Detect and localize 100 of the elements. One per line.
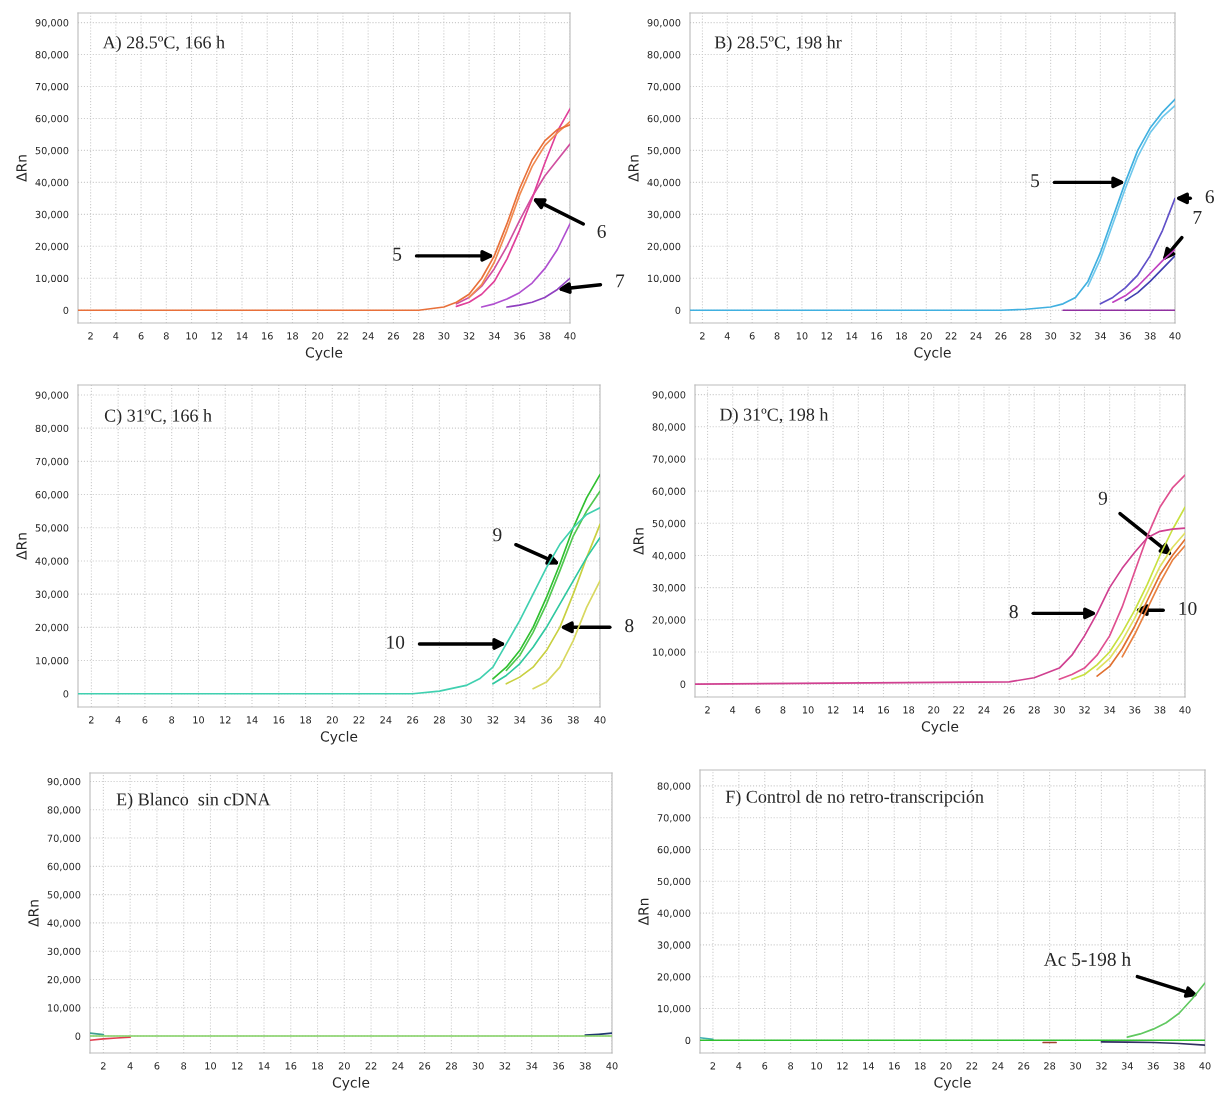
x-tick-label: 16 bbox=[878, 706, 890, 714]
x-tick-label: 30 bbox=[1070, 1062, 1082, 1070]
annotation: 9 bbox=[1098, 491, 1108, 505]
x-tick-label: 40 bbox=[606, 1062, 618, 1070]
x-tick-label: 40 bbox=[1199, 1062, 1211, 1070]
y-tick-label: 60,000 bbox=[47, 862, 81, 872]
y-tick-label: 80,000 bbox=[652, 423, 686, 432]
y-tick-label: 60,000 bbox=[647, 114, 681, 124]
x-axis-title: Cycle bbox=[332, 1076, 370, 1091]
y-tick-label: 50,000 bbox=[647, 146, 681, 156]
x-tick-label: 20 bbox=[928, 706, 940, 714]
text: D) 31ºC, 198 h bbox=[720, 408, 829, 425]
y-tick-label: 40,000 bbox=[47, 919, 81, 928]
y-tick-label: 90,000 bbox=[35, 19, 69, 28]
x-tick-label: 6 bbox=[138, 332, 144, 340]
x-tick-label: 2 bbox=[88, 332, 93, 340]
x-tick-label: 22 bbox=[966, 1062, 978, 1070]
y-tick-label: 80,000 bbox=[657, 782, 691, 791]
annotation: 6 bbox=[597, 224, 606, 238]
x-tick-label: 34 bbox=[488, 332, 500, 340]
x-tick-label: 34 bbox=[1121, 1062, 1133, 1070]
y-tick-label: 50,000 bbox=[657, 877, 691, 887]
text: A) 28.5ºC, 166 h bbox=[102, 35, 225, 53]
y-tick-label: 70,000 bbox=[35, 457, 69, 467]
y-axis-title: ΔRn bbox=[628, 155, 639, 182]
x-tick-label: 2 bbox=[700, 332, 705, 340]
y-tick-label: 0 bbox=[680, 680, 686, 688]
x-tick-label: 30 bbox=[438, 332, 450, 340]
x-tick-label: 6 bbox=[154, 1062, 160, 1070]
x-tick-label: 34 bbox=[1094, 332, 1107, 340]
x-tick-label: 20 bbox=[940, 1062, 952, 1070]
x-tick-label: 28 bbox=[1028, 706, 1040, 714]
x-tick-label: 20 bbox=[326, 716, 338, 724]
y-tick-label: 20,000 bbox=[657, 973, 691, 982]
x-tick-label: 14 bbox=[863, 1062, 874, 1070]
text: B) 28.5ºC, 198 hr bbox=[714, 35, 842, 53]
x-tick-label: 24 bbox=[380, 716, 392, 724]
y-tick-label: 10,000 bbox=[36, 274, 69, 284]
x-tick-label: 22 bbox=[365, 1062, 377, 1070]
x-tick-label: 30 bbox=[1045, 332, 1057, 340]
y-tick-label: 60,000 bbox=[35, 114, 69, 124]
y-tick-label: 90,000 bbox=[47, 777, 81, 787]
x-tick-label: 14 bbox=[853, 706, 864, 714]
text: E) Blanco sin cDNA bbox=[116, 792, 271, 810]
x-tick-label: 18 bbox=[903, 706, 915, 714]
annotation: 10 bbox=[387, 635, 405, 649]
y-tick-label: 10,000 bbox=[48, 1004, 81, 1013]
x-axis-title: Cycle bbox=[934, 1076, 971, 1091]
x-tick-label: 30 bbox=[472, 1062, 484, 1070]
y-tick-label: 50,000 bbox=[47, 891, 81, 900]
y-tick-label: 10,000 bbox=[653, 648, 686, 657]
x-tick-label: 4 bbox=[724, 332, 730, 340]
y-tick-label: 40,000 bbox=[657, 909, 691, 918]
x-tick-label: 38 bbox=[579, 1062, 591, 1070]
x-tick-label: 40 bbox=[1169, 332, 1181, 340]
x-tick-label: 4 bbox=[115, 716, 121, 724]
y-tick-label: 60,000 bbox=[657, 845, 691, 855]
y-tick-label: 20,000 bbox=[647, 242, 681, 252]
x-tick-label: 6 bbox=[749, 332, 755, 340]
x-tick-label: 24 bbox=[970, 332, 982, 340]
x-tick-label: 40 bbox=[564, 332, 576, 340]
y-tick-label: 20,000 bbox=[47, 975, 81, 985]
y-tick-label: 30,000 bbox=[647, 210, 681, 220]
x-tick-label: 26 bbox=[995, 332, 1007, 340]
y-axis-title: ΔRn bbox=[638, 898, 649, 926]
x-tick-label: 10 bbox=[193, 716, 204, 724]
x-tick-label: 40 bbox=[594, 716, 606, 724]
x-tick-label: 18 bbox=[312, 1062, 324, 1070]
annotation: 5 bbox=[1031, 174, 1040, 188]
x-tick-label: 28 bbox=[1020, 332, 1032, 340]
y-tick-label: 40,000 bbox=[652, 551, 686, 561]
x-tick-label: 6 bbox=[142, 716, 148, 724]
x-tick-label: 12 bbox=[232, 1062, 243, 1070]
x-tick-label: 8 bbox=[169, 716, 175, 724]
y-axis-title: ΔRn bbox=[16, 533, 27, 560]
y-tick-label: 0 bbox=[63, 690, 69, 698]
x-tick-label: 8 bbox=[163, 332, 169, 340]
y-tick-label: 0 bbox=[75, 1032, 81, 1040]
x-tick-label: 14 bbox=[236, 332, 248, 340]
x-tick-label: 14 bbox=[846, 332, 858, 340]
x-tick-label: 12 bbox=[828, 706, 839, 714]
y-tick-label: 70,000 bbox=[657, 814, 691, 823]
y-tick-label: 70,000 bbox=[647, 82, 681, 92]
y-tick-label: 30,000 bbox=[47, 947, 81, 957]
x-tick-label: 16 bbox=[871, 332, 883, 340]
x-tick-label: 8 bbox=[788, 1062, 794, 1070]
x-tick-label: 32 bbox=[487, 716, 499, 724]
y-axis-title: ΔRn bbox=[28, 900, 39, 927]
x-tick-label: 24 bbox=[992, 1062, 1004, 1070]
annotation: 7 bbox=[1193, 210, 1202, 224]
y-tick-label: 40,000 bbox=[35, 557, 69, 566]
x-tick-label: 10 bbox=[205, 1062, 216, 1070]
y-tick-label: 90,000 bbox=[35, 391, 69, 400]
y-tick-label: 60,000 bbox=[652, 487, 686, 496]
x-tick-label: 22 bbox=[353, 716, 365, 724]
y-tick-label: 30,000 bbox=[35, 590, 69, 599]
x-tick-label: 12 bbox=[211, 332, 222, 340]
x-tick-label: 8 bbox=[181, 1062, 187, 1070]
x-tick-label: 32 bbox=[1079, 706, 1090, 714]
x-tick-label: 4 bbox=[113, 332, 119, 340]
